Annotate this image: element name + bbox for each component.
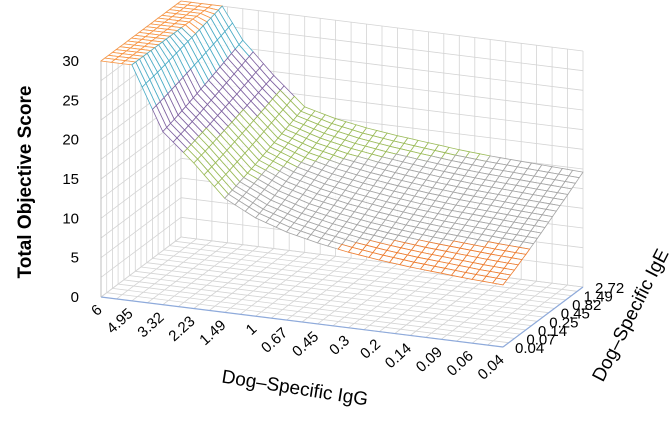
floor-gridline	[140, 266, 544, 318]
y-tick-label: 0.45	[561, 306, 590, 323]
y-axis-line	[502, 286, 584, 348]
surface-cell	[491, 277, 508, 286]
y-tick-label: 2.72	[595, 280, 624, 297]
floor-gridline	[158, 253, 561, 305]
y-tick-label: 0.04	[515, 340, 544, 357]
y-axis-ticks: 0.040.070.140.250.450.821.492.72	[515, 280, 624, 357]
z-tick-label: 10	[62, 210, 79, 227]
floor-gridline	[163, 249, 566, 301]
x-axis-ticks: 64.953.322.231.49 10.670.45 0.3 0.20.140.09…	[88, 301, 508, 383]
x-tick-label: 0.2	[357, 336, 384, 363]
floor-gridline	[169, 245, 572, 296]
x-tick-label: 6	[88, 301, 106, 319]
floor-gridline	[106, 292, 509, 344]
x-tick-label: 0.67	[258, 324, 291, 356]
x-tick-label: 2.23	[165, 313, 198, 345]
x-tick-label: 0.06	[444, 348, 477, 380]
y-tick-label: 0.14	[538, 323, 567, 340]
z-axis-ticks: 0 5 10 15 20 25 30	[62, 53, 79, 306]
floor-gridline	[129, 275, 532, 326]
y-axis-title: Dog–Specific IgE	[589, 246, 670, 385]
x-tick-label: 4.95	[103, 305, 136, 337]
x-tick-label: 0.14	[382, 340, 415, 372]
z-tick-label: 20	[62, 132, 79, 149]
x-tick-label: 1	[243, 321, 261, 339]
floor-gridline	[180, 236, 584, 288]
x-axis-line	[100, 296, 504, 348]
z-tick-label: 15	[62, 171, 79, 188]
floor-gridline	[135, 270, 538, 322]
floor-gridline	[152, 258, 555, 309]
x-tick-label: 0.45	[289, 328, 322, 360]
floor-gridline	[112, 288, 515, 339]
z-tick-label: 5	[71, 250, 79, 267]
floor-gridline	[123, 279, 526, 331]
y-tick-label: 0.25	[549, 314, 578, 331]
x-tick-label: 1.49	[196, 317, 229, 349]
surface-mesh	[99, 0, 584, 286]
floor-gridline	[146, 262, 549, 314]
y-tick-label: 1.49	[584, 289, 613, 306]
floor-gridline	[175, 240, 578, 292]
x-tick-label: 0.3	[326, 332, 353, 359]
z-tick-label: 30	[62, 53, 79, 70]
x-tick-label: 0.09	[413, 344, 446, 376]
x-tick-label: 0.04	[475, 351, 508, 383]
z-axis-title: Total Objective Score	[15, 86, 36, 279]
x-axis-title: Dog–Specific IgG	[220, 367, 369, 411]
z-tick-label: 0	[71, 289, 79, 306]
y-tick-label: 0.07	[526, 331, 555, 348]
y-tick-label: 0.82	[572, 297, 601, 314]
x-tick-label: 3.32	[134, 309, 167, 341]
z-tick-label: 25	[62, 92, 79, 109]
floor-gridline	[118, 283, 521, 335]
